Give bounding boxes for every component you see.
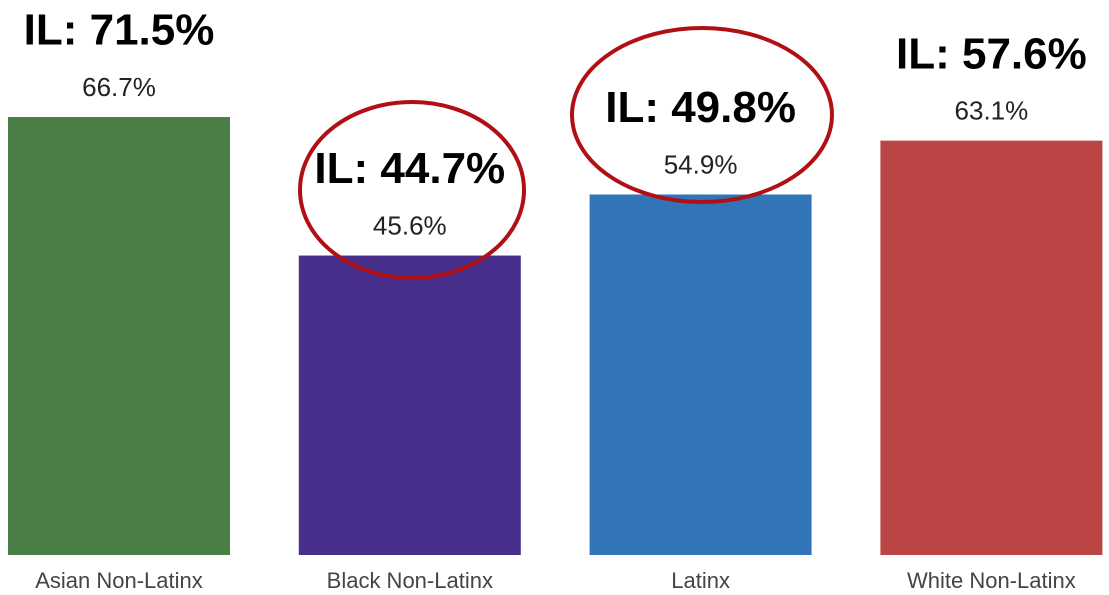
value-label: 63.1% [955, 96, 1029, 126]
bar [589, 194, 812, 556]
annotation: IL: 44.7% [314, 144, 505, 193]
value-label: 45.6% [373, 210, 447, 240]
value-label: 54.9% [664, 149, 738, 179]
x-tick-label: Latinx [671, 568, 730, 593]
x-tick-label: White Non-Latinx [907, 568, 1076, 593]
highlight-circle [570, 26, 834, 204]
annotation: IL: 71.5% [24, 6, 215, 55]
bar [880, 140, 1103, 555]
bar [8, 117, 230, 555]
annotation: IL: 49.8% [605, 83, 796, 132]
x-tick-label: Asian Non-Latinx [35, 568, 203, 593]
highlight-circle [298, 100, 526, 280]
plot: 66.7% IL: 71.5% Asian Non-Latinx 45.6% IL: 4… [8, 6, 1103, 593]
x-tick-label: Black Non-Latinx [327, 568, 493, 593]
annotation: IL: 57.6% [896, 29, 1087, 78]
bar [298, 255, 521, 555]
value-label: 66.7% [82, 72, 156, 102]
